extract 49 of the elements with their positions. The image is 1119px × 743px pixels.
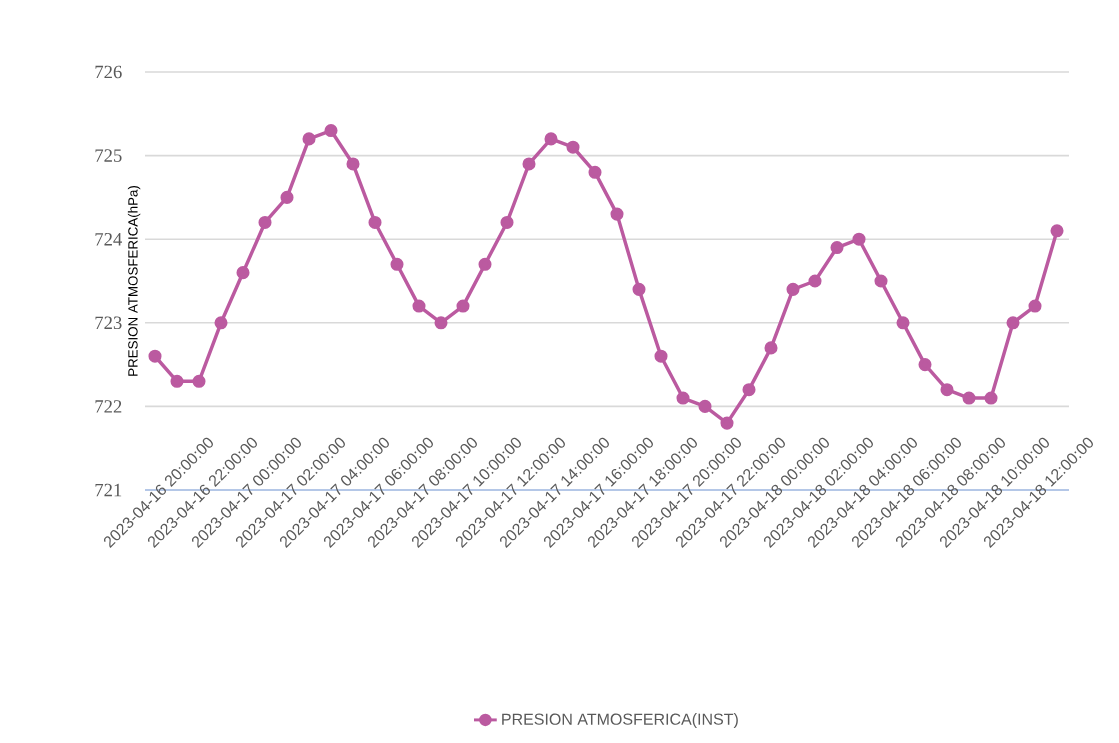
point — [368, 215, 382, 230]
point — [830, 241, 844, 255]
point — [390, 257, 404, 271]
point — [500, 215, 514, 230]
point — [148, 349, 162, 363]
point — [456, 299, 470, 313]
point — [654, 349, 668, 363]
point — [280, 190, 294, 204]
point — [302, 132, 316, 146]
point — [632, 282, 646, 296]
point — [1050, 224, 1064, 238]
point — [610, 207, 624, 221]
point — [676, 391, 690, 405]
point — [1006, 316, 1020, 330]
point — [1028, 299, 1042, 313]
point — [214, 316, 228, 330]
point — [258, 215, 272, 230]
y-axis-title: PRESION ATMOSFERICA(hPa) — [127, 186, 141, 376]
point — [192, 374, 206, 388]
point — [940, 383, 954, 397]
point — [236, 266, 250, 280]
point — [764, 341, 778, 355]
point — [808, 274, 822, 288]
point — [874, 274, 888, 288]
point — [170, 374, 184, 388]
point — [434, 316, 448, 330]
point — [346, 157, 360, 171]
point — [962, 391, 976, 405]
legend-label: PRESION ATMOSFERICA(INST) — [502, 713, 738, 729]
point — [588, 165, 602, 179]
y-tick-label: 723 — [95, 316, 122, 330]
point — [984, 391, 998, 405]
y-tick-label: 726 — [95, 65, 122, 79]
y-tick-label: 722 — [95, 400, 122, 413]
point — [786, 282, 800, 296]
point — [324, 123, 338, 138]
point — [720, 416, 734, 430]
point — [544, 132, 558, 146]
point — [566, 140, 580, 154]
point — [698, 399, 712, 413]
point — [412, 299, 426, 313]
point — [852, 232, 866, 246]
point — [522, 157, 536, 171]
point — [896, 316, 910, 330]
point — [478, 257, 492, 271]
point — [742, 383, 756, 397]
y-tick-label: 724 — [95, 233, 123, 246]
point — [918, 358, 932, 372]
y-tick-label: 725 — [95, 149, 122, 162]
